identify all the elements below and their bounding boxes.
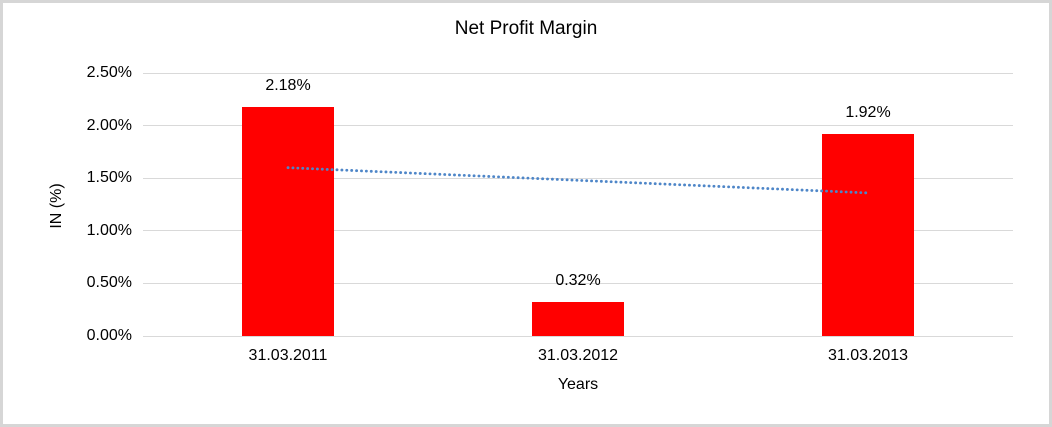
gridline — [143, 72, 1013, 74]
x-tick-label: 31.03.2012 — [537, 347, 619, 364]
gridline — [143, 335, 1013, 337]
gridline — [143, 230, 1013, 232]
y-tick-label: 0.00% — [86, 327, 132, 344]
trendline-dotted — [286, 166, 870, 195]
y-tick-label: 1.50% — [86, 169, 132, 187]
y-tick-label: 1.00% — [86, 221, 132, 239]
y-tick-label: 2.50% — [86, 64, 132, 81]
y-axis-title: IN (%) — [48, 183, 65, 229]
data-label: 1.92% — [845, 104, 891, 122]
bar-31.03.2011[interactable] — [242, 106, 334, 336]
y-tick-label: 2.00% — [86, 116, 132, 134]
bar-31.03.2012[interactable] — [532, 302, 624, 336]
data-label: 0.32% — [555, 272, 601, 290]
gridline — [143, 125, 1013, 127]
x-tick-label: 31.03.2013 — [827, 347, 909, 364]
x-axis-title: Years — [557, 376, 599, 393]
chart-title: Net Profit Margin — [454, 18, 598, 39]
x-tick-label: 31.03.2011 — [248, 347, 328, 364]
data-label: 2.18% — [265, 76, 311, 94]
y-tick-label: 0.50% — [86, 274, 132, 292]
gridline — [143, 282, 1013, 284]
bar-31.03.2013[interactable] — [822, 134, 914, 336]
